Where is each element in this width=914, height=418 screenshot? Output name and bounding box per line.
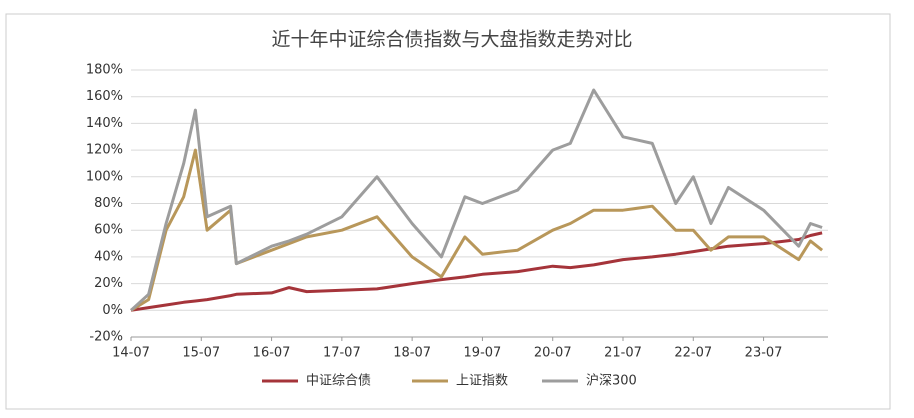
y-tick-label: 140% (86, 116, 123, 131)
x-tick-label: 14-07 (112, 346, 150, 361)
x-tick-label: 22-07 (674, 346, 712, 361)
legend-label: 上证指数 (456, 374, 508, 389)
legend-label: 中证综合债 (306, 374, 371, 389)
x-tick-label: 20-07 (534, 346, 572, 361)
y-tick-label: 180% (86, 63, 123, 78)
y-tick-label: 0% (102, 303, 123, 318)
x-tick-label: 23-07 (745, 346, 783, 361)
y-tick-label: 100% (86, 169, 123, 184)
x-tick-label: 21-07 (604, 346, 642, 361)
x-tick-label: 18-07 (393, 346, 431, 361)
y-tick-label: -20% (89, 330, 123, 345)
x-tick-label: 19-07 (464, 346, 502, 361)
legend-label: 沪深300 (586, 373, 637, 389)
y-tick-label: 160% (86, 89, 123, 104)
y-tick-label: 120% (86, 143, 123, 158)
chart-title: 近十年中证综合债指数与大盘指数走势对比 (271, 29, 632, 51)
series-line (129, 88, 823, 312)
series-line (130, 148, 824, 312)
y-tick-label: 60% (94, 223, 123, 238)
x-tick-label: 17-07 (323, 346, 361, 361)
y-tick-label: 80% (94, 196, 123, 211)
frame (5, 13, 891, 410)
y-tick-label: 40% (94, 249, 123, 264)
x-tick-label: 16-07 (253, 346, 291, 361)
y-tick-label: 20% (94, 276, 123, 291)
x-tick-label: 15-07 (182, 346, 220, 361)
